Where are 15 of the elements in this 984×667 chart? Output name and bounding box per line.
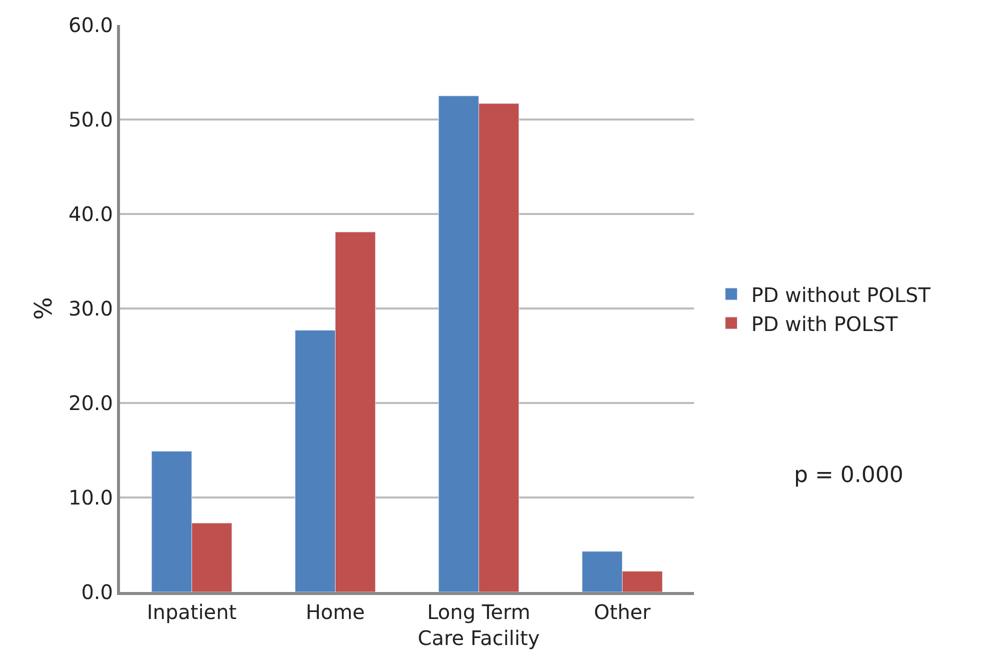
y-tick-label: 50.0: [68, 108, 113, 132]
legend-label: PD without POLST: [751, 282, 932, 307]
legend-label: PD with POLST: [751, 312, 898, 336]
y-tick-label: 10.0: [68, 486, 113, 510]
x-tick-label: Long Term Care Facility: [418, 600, 540, 650]
x-tick-label: Inpatient: [146, 600, 237, 624]
text: p = 0.000: [794, 463, 904, 488]
y-tick-label: 30.0: [68, 296, 113, 320]
x-tick-label: Home: [306, 600, 365, 624]
y-tick-label: 40.0: [68, 202, 113, 226]
y-tick-label: 60.0: [68, 13, 113, 37]
x-tick-label: Other: [594, 600, 652, 624]
y-axis-title: %: [30, 297, 58, 320]
y-tick-label: 0.0: [81, 580, 113, 604]
y-tick-label: 20.0: [68, 391, 113, 415]
